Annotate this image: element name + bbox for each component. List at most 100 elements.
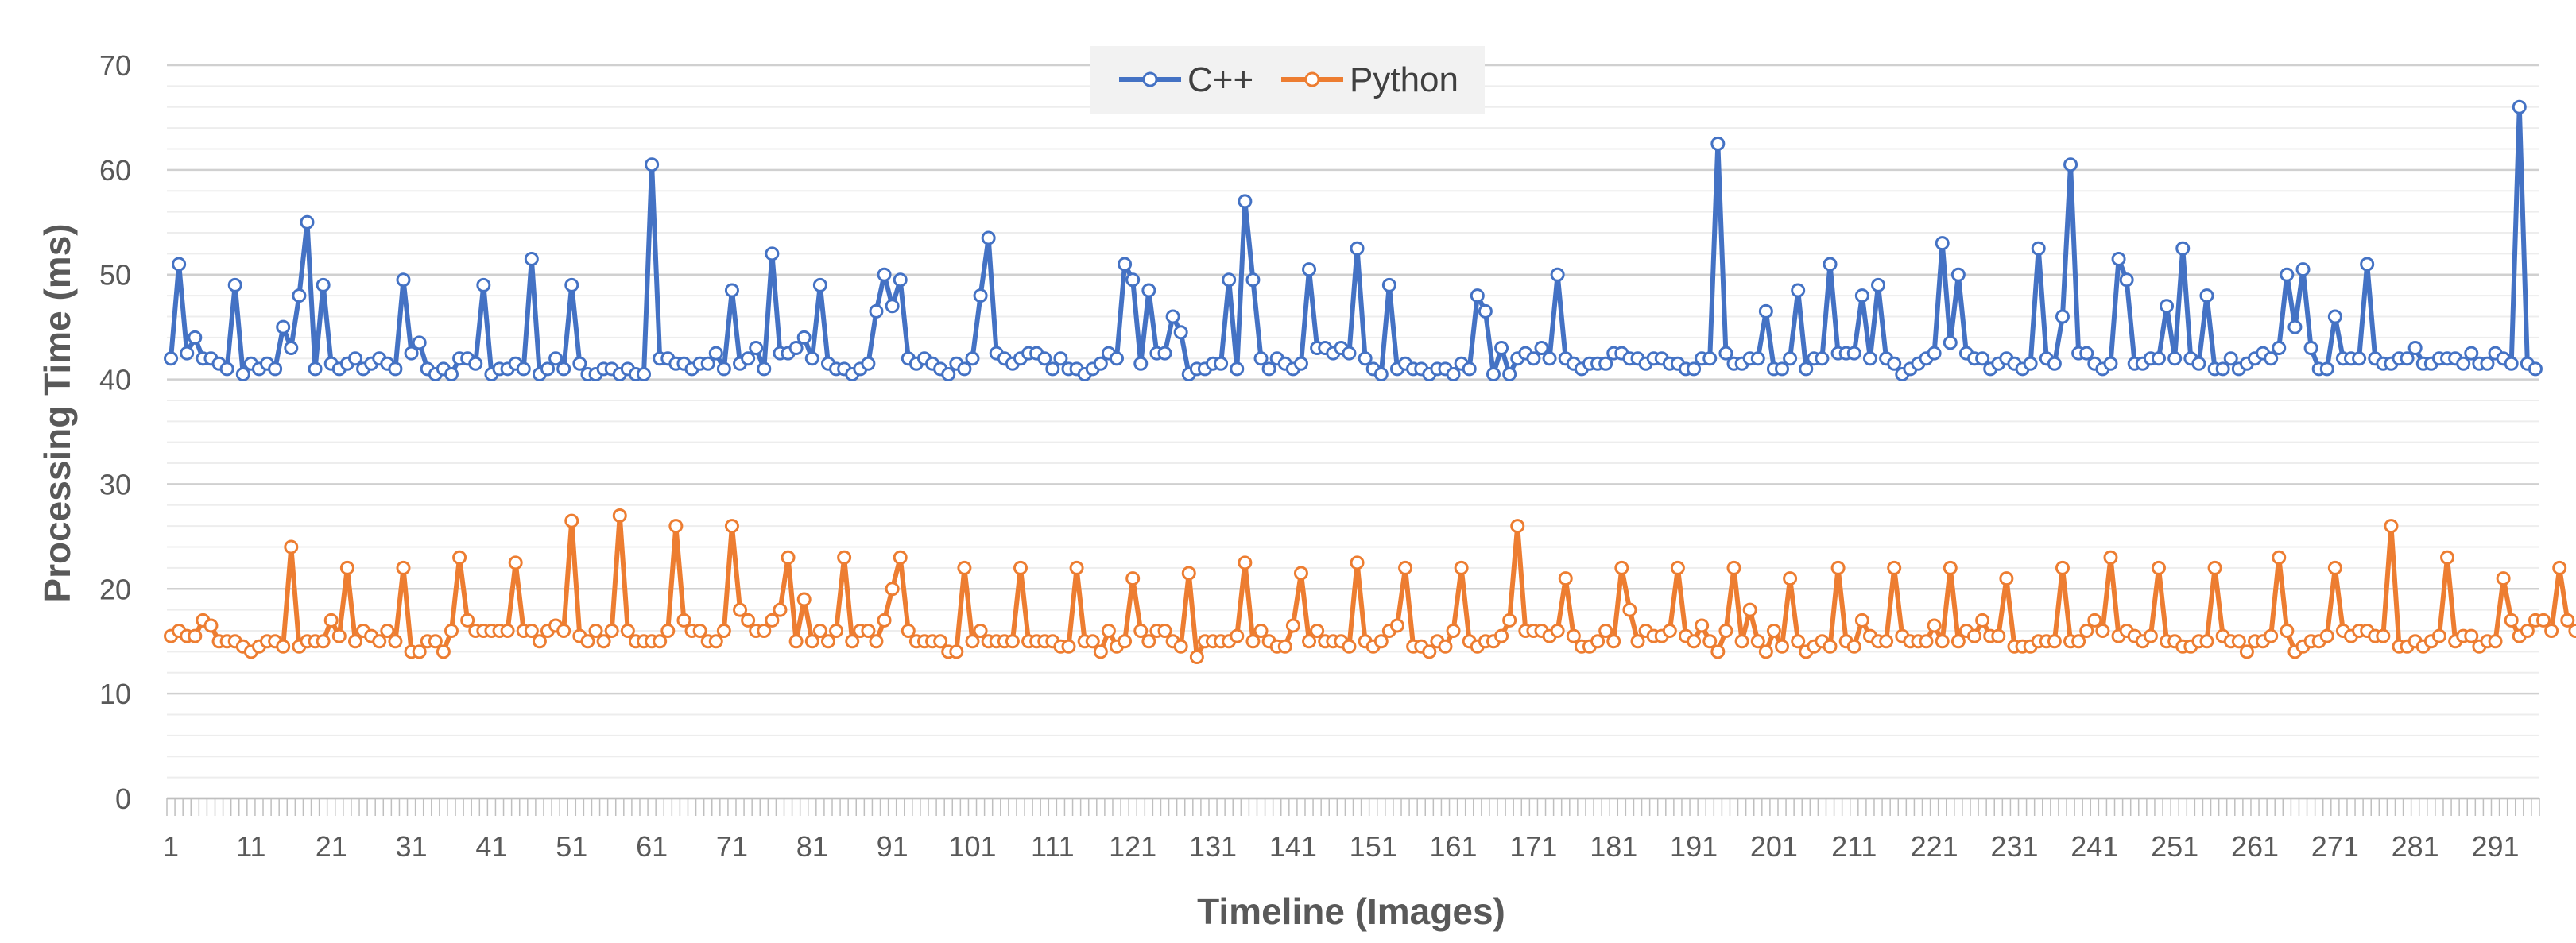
data-point	[973, 624, 988, 639]
data-point	[2111, 251, 2126, 266]
data-point	[460, 613, 475, 628]
x-tick-label: 161	[1430, 830, 1478, 863]
data-point	[2031, 241, 2046, 256]
x-tick-label: 251	[2151, 830, 2198, 863]
data-point	[188, 628, 203, 643]
data-point	[2071, 634, 2086, 649]
data-point	[1846, 639, 1861, 654]
x-tick-label: 11	[236, 830, 265, 863]
data-point	[1566, 628, 1581, 643]
y-tick-label: 40	[99, 364, 131, 396]
data-point	[1999, 571, 2014, 586]
x-tick-label: 261	[2231, 830, 2279, 863]
data-point	[380, 624, 395, 639]
data-point	[804, 351, 819, 366]
data-point	[1230, 361, 1245, 377]
data-point	[2207, 560, 2222, 575]
data-point	[1854, 288, 1869, 303]
data-point	[1398, 560, 1413, 575]
x-tick-label: 71	[716, 830, 748, 863]
data-point	[372, 634, 387, 649]
data-point	[885, 582, 900, 597]
data-point	[2079, 346, 2094, 361]
data-point	[869, 303, 884, 319]
data-point	[2400, 351, 2415, 366]
data-point	[2231, 634, 2246, 649]
data-point	[1975, 351, 1990, 366]
data-point	[564, 513, 579, 528]
data-point	[2087, 613, 2102, 628]
data-point	[765, 613, 780, 628]
data-point	[2239, 644, 2254, 659]
data-point	[2440, 550, 2455, 565]
data-point	[2352, 351, 2367, 366]
data-point	[1133, 356, 1149, 371]
data-point	[316, 277, 331, 292]
data-point	[1222, 272, 1237, 288]
data-point	[877, 613, 892, 628]
data-point	[893, 550, 908, 565]
data-point	[1791, 634, 1806, 649]
data-point	[604, 624, 619, 639]
data-point	[1687, 361, 1702, 377]
data-point	[1157, 624, 1172, 639]
data-point	[2407, 341, 2423, 356]
data-point	[2496, 571, 2511, 586]
data-point	[1173, 639, 1188, 654]
data-point	[2319, 361, 2334, 377]
data-point	[2023, 356, 2038, 371]
data-point	[2079, 624, 2094, 639]
data-point	[1093, 644, 1108, 659]
x-tick-label: 231	[1990, 830, 2038, 863]
data-point	[428, 634, 443, 649]
data-point	[1702, 634, 1718, 649]
data-point	[1173, 325, 1188, 340]
data-point	[2568, 624, 2576, 639]
x-tick-label: 141	[1269, 830, 1317, 863]
data-point	[2376, 628, 2391, 643]
data-point	[1815, 351, 1830, 366]
data-point	[861, 356, 876, 371]
data-point	[1293, 566, 1308, 581]
x-tick-label: 31	[396, 830, 428, 863]
data-point	[1614, 560, 1629, 575]
data-point	[1550, 267, 1565, 282]
data-point	[1502, 613, 1517, 628]
data-point	[716, 361, 731, 377]
data-point	[284, 341, 299, 356]
data-point	[2544, 624, 2559, 639]
data-point	[412, 644, 427, 659]
data-point	[1293, 356, 1308, 371]
data-point	[164, 351, 179, 366]
data-point	[1061, 639, 1076, 654]
data-point	[331, 628, 347, 643]
data-point	[668, 519, 684, 534]
series-line-cpp	[169, 104, 2538, 377]
data-point	[347, 634, 362, 649]
data-point	[556, 361, 571, 377]
data-point	[2272, 341, 2287, 356]
data-point	[796, 330, 812, 345]
data-point	[2552, 560, 2567, 575]
data-point	[1342, 346, 1357, 361]
data-point	[1791, 283, 1806, 298]
data-point	[588, 624, 603, 639]
data-point	[741, 613, 756, 628]
data-point	[1758, 303, 1773, 319]
x-tick-label: 81	[796, 830, 828, 863]
data-point	[965, 351, 980, 366]
data-point	[1470, 288, 1485, 303]
data-point	[1454, 560, 1469, 575]
data-point	[180, 346, 195, 361]
data-point	[1253, 624, 1269, 639]
data-point	[1950, 634, 1966, 649]
data-point	[524, 624, 539, 639]
data-point	[796, 592, 812, 607]
data-point	[949, 644, 964, 659]
data-point	[901, 624, 916, 639]
data-point	[2055, 309, 2070, 324]
data-point	[2143, 628, 2158, 643]
data-point	[1125, 571, 1141, 586]
